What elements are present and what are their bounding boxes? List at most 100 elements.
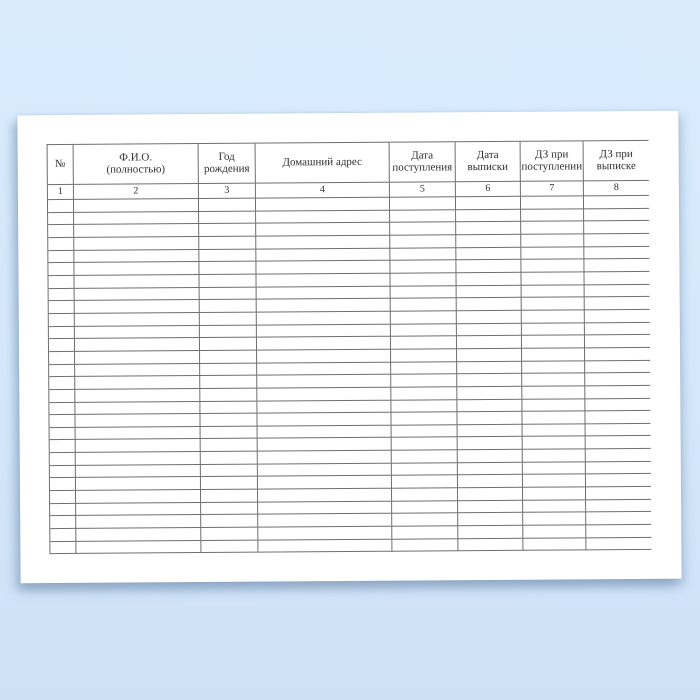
empty-cell — [257, 501, 392, 516]
empty-cell — [521, 411, 585, 425]
empty-cell — [584, 385, 651, 399]
column-header-number: № — [47, 144, 73, 185]
empty-cell — [584, 373, 651, 387]
empty-cell — [584, 398, 651, 412]
empty-cell — [520, 335, 585, 349]
empty-cell — [198, 223, 256, 238]
empty-cell — [391, 526, 458, 540]
empty-cell — [49, 364, 75, 378]
empty-cell — [255, 273, 390, 288]
empty-cell — [255, 248, 390, 262]
empty-cell — [255, 324, 390, 338]
empty-cell — [199, 464, 257, 478]
column-header-admission-date: Дата поступления — [388, 142, 455, 183]
empty-cell — [457, 525, 523, 539]
empty-cell — [584, 347, 651, 361]
empty-cell — [48, 275, 74, 289]
empty-cell — [73, 274, 199, 289]
empty-cell — [75, 540, 201, 555]
empty-cell — [388, 197, 456, 211]
empty-cell — [521, 462, 585, 476]
empty-cell — [456, 462, 522, 476]
empty-cell — [198, 287, 256, 301]
empty-cell — [583, 284, 650, 298]
empty-cell — [521, 487, 586, 501]
empty-cell — [456, 487, 523, 502]
empty-cell — [49, 415, 75, 428]
empty-cell — [583, 271, 650, 285]
empty-cell — [456, 361, 522, 375]
empty-cell — [520, 322, 584, 337]
empty-cell — [585, 537, 652, 551]
empty-cell — [200, 502, 258, 516]
empty-cell — [255, 311, 390, 326]
empty-cell — [390, 349, 457, 363]
empty-cell — [390, 437, 457, 451]
empty-cell — [520, 272, 584, 286]
empty-cell — [257, 539, 392, 554]
empty-cell — [520, 310, 584, 324]
column-index-4: 4 — [254, 182, 389, 199]
empty-cell — [73, 312, 199, 327]
empty-cell — [455, 285, 521, 299]
column-header-discharge-date: Дата выписки — [454, 141, 520, 182]
empty-cell — [198, 337, 257, 351]
empty-cell — [583, 335, 651, 349]
empty-cell — [74, 388, 200, 403]
empty-cell — [257, 526, 392, 541]
empty-cell — [520, 284, 584, 299]
empty-cell — [584, 461, 651, 475]
empty-cell — [457, 500, 523, 514]
empty-cell — [456, 424, 522, 438]
empty-cell — [74, 464, 200, 479]
empty-cell — [48, 339, 75, 352]
empty-cell — [521, 398, 585, 412]
empty-cell — [584, 411, 651, 425]
empty-cell — [49, 453, 75, 466]
empty-cell — [584, 449, 651, 463]
empty-cell — [521, 360, 585, 374]
empty-cell — [198, 325, 256, 339]
empty-cell — [199, 388, 257, 402]
empty-cell — [390, 488, 458, 502]
empty-cell — [256, 362, 391, 376]
empty-cell — [256, 450, 391, 465]
empty-cell — [49, 351, 75, 365]
empty-cell — [456, 437, 522, 451]
empty-cell — [520, 246, 584, 261]
empty-cell — [256, 387, 391, 402]
empty-cell — [199, 375, 257, 389]
empty-cell — [521, 424, 585, 438]
empty-cell — [200, 527, 258, 541]
empty-cell — [389, 336, 457, 350]
empty-cell — [456, 399, 522, 413]
empty-cell — [584, 360, 651, 374]
empty-cell — [583, 309, 650, 323]
empty-cell — [48, 313, 74, 327]
empty-cell — [49, 427, 75, 441]
empty-cell — [583, 322, 650, 336]
empty-cell — [74, 477, 200, 492]
empty-cell — [455, 247, 521, 261]
column-index-8: 8 — [582, 180, 649, 197]
empty-cell — [198, 249, 256, 263]
empty-cell — [584, 474, 651, 488]
empty-cell — [49, 491, 76, 504]
column-index-2: 2 — [72, 183, 198, 200]
empty-cell — [49, 465, 75, 479]
empty-cell — [455, 298, 521, 312]
empty-cell — [255, 298, 390, 313]
empty-cell — [457, 513, 523, 527]
empty-cell — [389, 285, 456, 299]
empty-cell — [456, 373, 522, 388]
empty-cell — [198, 299, 256, 313]
empty-cell — [455, 260, 521, 274]
empty-cell — [584, 436, 651, 450]
empty-cell — [47, 199, 74, 213]
empty-cell — [583, 233, 650, 247]
empty-cell — [49, 440, 75, 454]
empty-cell — [200, 540, 258, 554]
empty-cell — [390, 475, 457, 489]
empty-cell — [75, 528, 201, 542]
empty-cell — [521, 436, 585, 450]
